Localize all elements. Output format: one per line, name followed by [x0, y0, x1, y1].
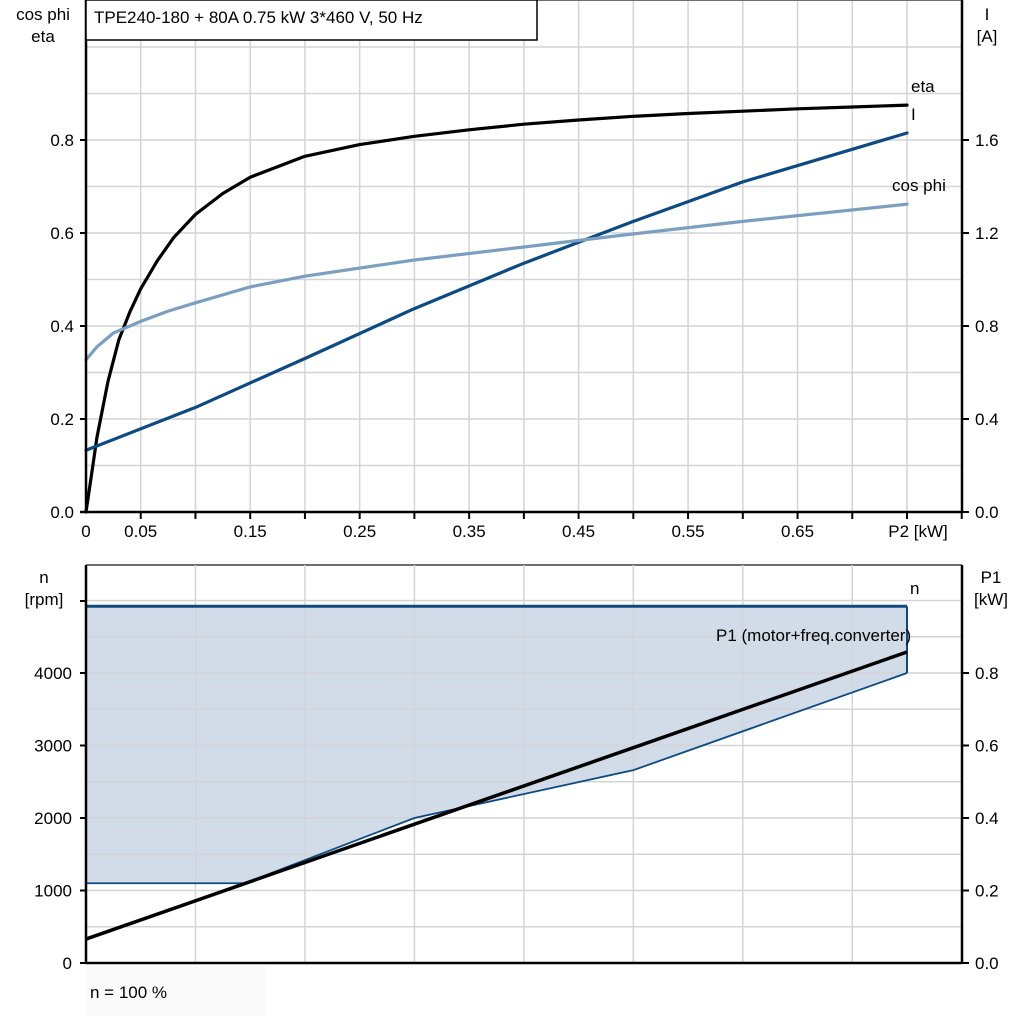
y-right-tick-label: 0.4	[975, 809, 999, 828]
y-right-tick-label: 1.6	[975, 131, 999, 150]
x-tick-label: P2 [kW]	[888, 522, 948, 541]
upper-ticks: 0 0.05 0.15 0.25 0.35 0.45 0.55 0.65 P2 [kW] 0.0 0…	[50, 131, 998, 541]
current-curve	[84, 131, 909, 452]
upper-right-axis-label-line2: [A]	[977, 27, 998, 46]
y-left-tick-label: 0.2	[50, 410, 74, 429]
lower-curves	[85, 604, 908, 941]
lower-right-axis-label-line2: [kW]	[974, 590, 1008, 609]
current-curve-label: I	[911, 105, 916, 124]
x-tick-label: 0	[81, 522, 90, 541]
upper-right-axis-label-line1: I	[985, 5, 990, 24]
y-left-tick-label: 3000	[34, 737, 72, 756]
y-right-tick-label: 0.2	[975, 882, 999, 901]
lower-ticks: 0 1000 2000 3000 4000 0.0 0.2 0.4 0.6 0.8	[34, 600, 999, 973]
title-box	[85, 0, 538, 41]
p1-power-curve	[85, 650, 908, 941]
y-left-tick-label: 0.4	[50, 317, 74, 336]
y-right-tick-label: 0.8	[975, 664, 999, 683]
upper-grid	[86, 0, 963, 512]
speed-curve-label: n	[910, 579, 919, 598]
y-left-tick-label: 0.8	[50, 131, 74, 150]
y-left-tick-label: 1000	[34, 882, 72, 901]
y-right-tick-label: 0.0	[975, 503, 999, 522]
lower-chart: 0 1000 2000 3000 4000 0.0 0.2 0.4 0.6 0.8 n [rpm]…	[25, 564, 1008, 1016]
y-left-tick-label: 0	[63, 954, 72, 973]
lower-grid	[86, 565, 963, 963]
x-tick-label: 0.55	[672, 522, 705, 541]
y-right-tick-label: 0.8	[975, 317, 999, 336]
p1-curve-label: P1 (motor+freq.converter)	[716, 626, 911, 645]
y-left-tick-label: 0.6	[50, 224, 74, 243]
upper-curves	[84, 103, 909, 514]
x-tick-label: 0.35	[453, 522, 486, 541]
y-right-tick-label: 0.6	[975, 737, 999, 756]
eta-curve-label: eta	[911, 77, 935, 96]
x-tick-label: 0.05	[124, 522, 157, 541]
upper-left-axis-label-line2: eta	[31, 27, 55, 46]
y-left-tick-label: 2000	[34, 809, 72, 828]
x-tick-label: 0.45	[562, 522, 595, 541]
x-tick-label: 0.15	[234, 522, 267, 541]
upper-chart: 0 0.05 0.15 0.25 0.35 0.45 0.55 0.65 P2 [kW] 0.0 0…	[16, 0, 999, 541]
x-tick-label: 0.65	[781, 522, 814, 541]
speed-annotation: n = 100 %	[90, 983, 167, 1002]
eta-curve	[84, 103, 909, 514]
lower-left-axis-label-line1: n	[39, 568, 48, 587]
cos-phi-curve-label: cos phi	[892, 176, 946, 195]
y-right-tick-label: 0.0	[975, 954, 999, 973]
x-tick-label: 0.25	[343, 522, 376, 541]
chart-title: TPE240-180 + 80A 0.75 kW 3*460 V, 50 Hz	[94, 8, 423, 27]
cos-phi-curve	[84, 202, 909, 362]
lower-right-axis-label-line1: P1	[981, 568, 1002, 587]
min-speed-line	[86, 672, 908, 885]
y-left-tick-label: 0.0	[50, 503, 74, 522]
y-right-tick-label: 0.4	[975, 410, 999, 429]
lower-left-axis-label-line2: [rpm]	[25, 590, 64, 609]
annotation-box	[86, 966, 266, 1016]
y-left-tick-label: 4000	[34, 664, 72, 683]
upper-left-axis-label-line1: cos phi	[16, 5, 70, 24]
y-right-tick-label: 1.2	[975, 224, 999, 243]
